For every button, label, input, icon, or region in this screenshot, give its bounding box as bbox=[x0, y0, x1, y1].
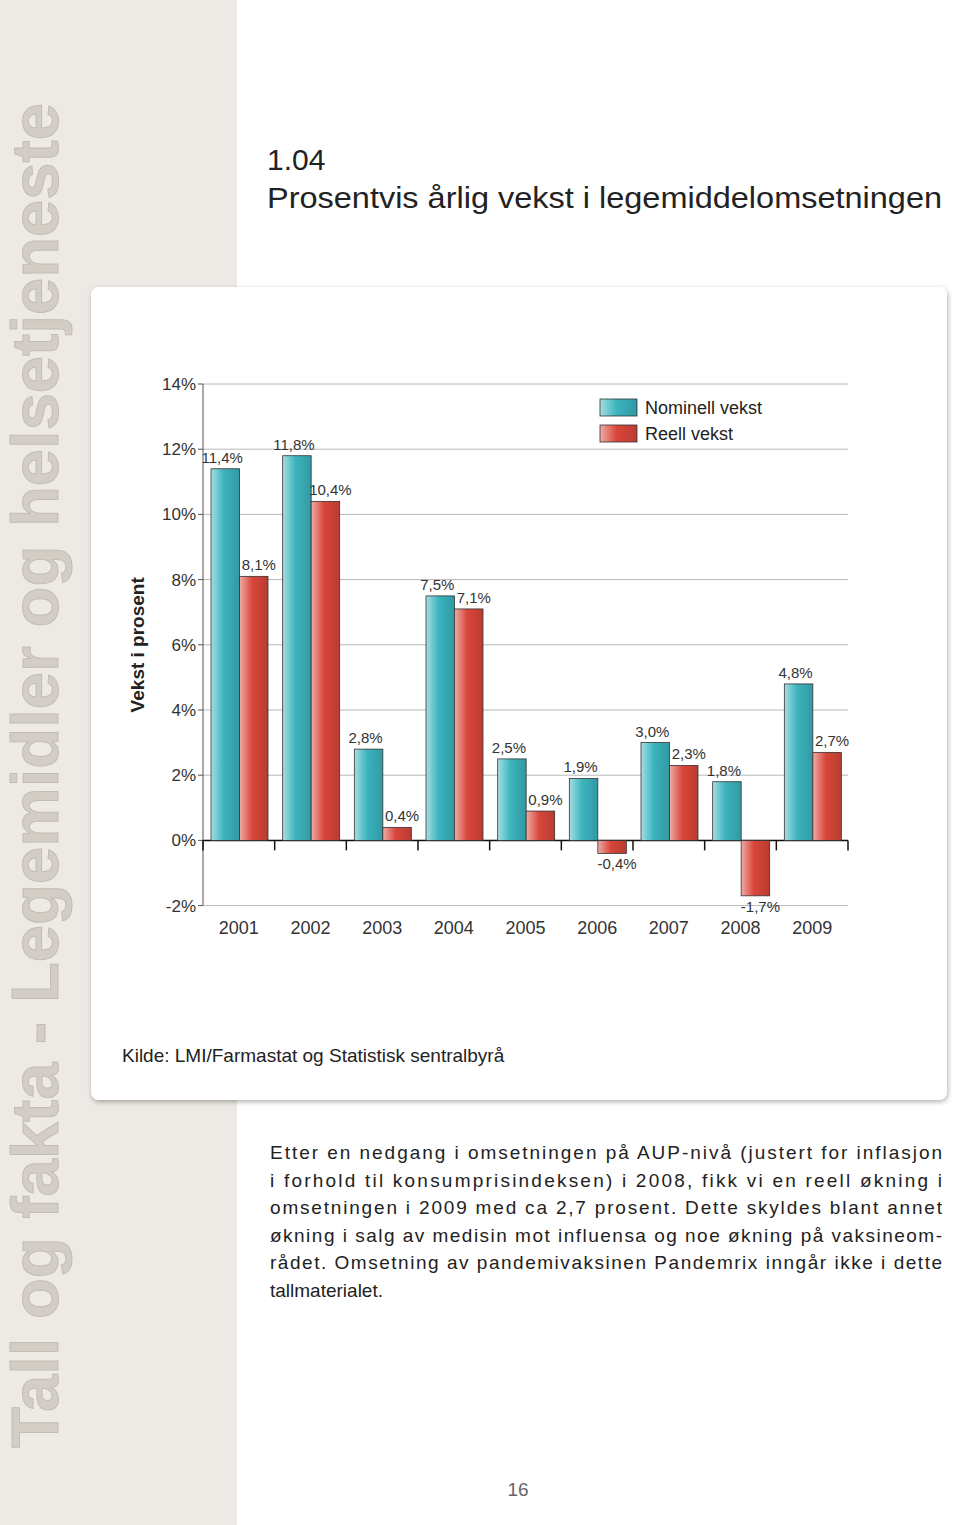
category-tick bbox=[632, 840, 634, 850]
y-axis-label: Vekst i prosent bbox=[127, 577, 148, 713]
x-tick-label: 2003 bbox=[362, 918, 402, 938]
data-label: 2,3% bbox=[672, 745, 706, 762]
bars bbox=[211, 456, 841, 896]
category-tick bbox=[346, 840, 348, 850]
data-label: 8,1% bbox=[242, 556, 276, 573]
y-tick-label: 0% bbox=[171, 831, 196, 850]
data-label: 0,9% bbox=[528, 791, 562, 808]
data-label: 1,8% bbox=[707, 762, 741, 779]
bar bbox=[813, 752, 842, 840]
bar bbox=[741, 840, 770, 895]
x-tick-label: 2001 bbox=[219, 918, 259, 938]
y-tick-label: 6% bbox=[171, 636, 196, 655]
chart-title: Prosentvis årlig vekst i legemiddelomset… bbox=[267, 182, 942, 214]
y-tick-label: 4% bbox=[171, 701, 196, 720]
bar bbox=[311, 501, 340, 840]
bar bbox=[598, 840, 627, 853]
tick-mark bbox=[198, 905, 203, 906]
bar bbox=[670, 765, 699, 840]
legend-label: Reell vekst bbox=[645, 424, 733, 444]
y-tick-label: 2% bbox=[171, 766, 196, 785]
legend-swatch bbox=[600, 425, 637, 442]
data-label: -0,4% bbox=[597, 855, 636, 872]
bar bbox=[383, 827, 412, 840]
tick-mark bbox=[198, 710, 203, 711]
category-tick bbox=[274, 840, 276, 850]
sidebar-title: Tall og fakta - Legemidler og helsetjene… bbox=[0, 103, 72, 1448]
page: Tall og fakta - Legemidler og helsetjene… bbox=[0, 0, 960, 1525]
legend: Nominell vekst Reell vekst bbox=[600, 398, 762, 444]
data-label: -1,7% bbox=[741, 898, 780, 915]
x-tick-label: 2004 bbox=[434, 918, 474, 938]
x-tick-label: 2005 bbox=[505, 918, 545, 938]
category-tick bbox=[417, 840, 419, 850]
bar bbox=[426, 596, 455, 841]
page-number: 16 bbox=[507, 1479, 528, 1500]
data-label: 1,9% bbox=[563, 758, 597, 775]
x-tick-label: 2007 bbox=[649, 918, 689, 938]
grid-line bbox=[203, 384, 848, 385]
body-line: i forhold til konsumprisindeksen) i 2008… bbox=[270, 1170, 942, 1191]
category-tick bbox=[704, 840, 706, 850]
tick-mark bbox=[198, 384, 203, 385]
data-label: 7,1% bbox=[457, 589, 491, 606]
body-line: økning i salg av medisin mot influensa o… bbox=[270, 1225, 942, 1246]
data-label: 2,5% bbox=[492, 739, 526, 756]
bar bbox=[283, 456, 312, 841]
body-line: rådet. Omsetning av pandemivaksinen Pand… bbox=[270, 1252, 942, 1273]
data-labels: 11,4% 11,8% 2,8% 7,5% 2,5% 1,9% 3,0% 1,8% 4,8% 8,… bbox=[202, 436, 850, 915]
bar bbox=[641, 743, 670, 841]
y-tick-label: 14% bbox=[162, 375, 196, 394]
category-tick bbox=[202, 840, 204, 850]
legend-label: Nominell vekst bbox=[645, 398, 762, 418]
body-line: Etter en nedgang i omsetningen på AUP-ni… bbox=[270, 1142, 942, 1163]
x-tick-label: 2009 bbox=[792, 918, 832, 938]
data-label: 3,0% bbox=[635, 723, 669, 740]
y-tick-label: 10% bbox=[162, 505, 196, 524]
bar bbox=[713, 782, 742, 841]
x-tick-label: 2008 bbox=[720, 918, 760, 938]
bar bbox=[211, 469, 240, 841]
x-tick-label: 2002 bbox=[290, 918, 330, 938]
data-label: 10,4% bbox=[309, 481, 352, 498]
category-tick bbox=[489, 840, 491, 850]
bar bbox=[498, 759, 526, 841]
figure-number: 1.04 bbox=[267, 143, 325, 176]
data-label: 2,7% bbox=[815, 732, 849, 749]
data-label: 2,8% bbox=[348, 729, 382, 746]
y-tick-label: -2% bbox=[166, 897, 196, 916]
source: Kilde: LMI/Farmastat og Statistisk sentr… bbox=[122, 1045, 505, 1066]
body-line: tallmaterialet. bbox=[270, 1280, 383, 1301]
data-label: 11,4% bbox=[202, 449, 243, 466]
tick-mark bbox=[198, 579, 203, 580]
bar bbox=[526, 811, 555, 840]
data-label: 7,5% bbox=[420, 576, 454, 593]
category-tick bbox=[776, 840, 778, 850]
x-tick-label: 2006 bbox=[577, 918, 617, 938]
tick-mark bbox=[198, 775, 203, 776]
data-label: 4,8% bbox=[778, 664, 812, 681]
bar bbox=[354, 749, 383, 840]
axes: -2% 0% 2% 4% 6% 8% 10% 12% 14% Vekst i prosent 200… bbox=[127, 375, 848, 938]
data-label: 11,8% bbox=[273, 436, 314, 453]
bar bbox=[455, 609, 484, 840]
legend-swatch bbox=[600, 399, 637, 416]
body-line: omsetningen i 2009 med ca 2,7 prosent. D… bbox=[270, 1197, 943, 1218]
y-tick-label: 8% bbox=[171, 571, 196, 590]
y-tick-label: 12% bbox=[162, 440, 196, 459]
bar bbox=[569, 778, 598, 840]
category-tick bbox=[847, 840, 849, 850]
tick-mark bbox=[198, 644, 203, 645]
bar bbox=[240, 576, 269, 840]
data-label: 0,4% bbox=[385, 807, 419, 824]
tick-mark bbox=[198, 514, 203, 515]
chart-box bbox=[91, 287, 947, 1100]
category-tick bbox=[561, 840, 563, 850]
bar bbox=[784, 684, 813, 840]
